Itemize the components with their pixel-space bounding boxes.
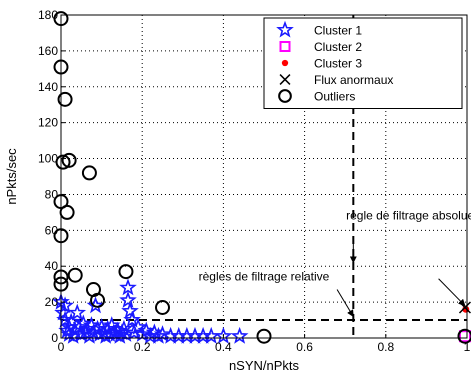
outlier-point <box>81 165 97 181</box>
legend-label: Cluster 2 <box>314 40 362 54</box>
y-tick-label: 160 <box>38 44 58 58</box>
legend-marker-stroke <box>279 74 291 85</box>
legend-marker <box>278 89 292 103</box>
data-point <box>153 325 172 342</box>
data-point <box>86 296 105 314</box>
legend-box <box>263 17 463 109</box>
legend-marker <box>281 59 289 67</box>
annotation-label: règle de filtrage absolue <box>346 209 471 223</box>
legend-label: Flux anormaux <box>314 73 393 87</box>
plot-frame <box>60 14 468 339</box>
y-tick-label: 20 <box>45 295 59 309</box>
legend-label: Cluster 3 <box>314 57 362 71</box>
outlier-point <box>457 328 471 344</box>
data-point <box>68 303 87 321</box>
legend-marker <box>279 74 291 85</box>
tick-labels: 0 0.2 0.4 0.6 0.8 1 0 20 40 60 80 100 120 140 160 180 <box>38 8 471 354</box>
x-tick-label: 0.2 <box>134 340 151 354</box>
annotations: règle de filtrage absolue règles de filtr… <box>199 209 471 318</box>
series-cluster-2 <box>458 330 471 343</box>
data-point <box>56 296 74 314</box>
annotation-arrow <box>438 278 466 307</box>
legend: Cluster 1 Cluster 2 Cluster 3 Flux anormaux… <box>263 17 463 109</box>
outlier-point <box>155 299 170 315</box>
y-tick-label: 60 <box>45 223 59 237</box>
data-point <box>117 325 135 342</box>
outlier-point <box>59 204 75 220</box>
y-tick-label: 80 <box>45 187 59 201</box>
y-axis-label: nPkts/sec <box>4 148 19 205</box>
outlier-point <box>67 267 83 283</box>
y-tick-label: 180 <box>38 8 58 22</box>
outlier-point <box>57 91 73 107</box>
outlier-point <box>55 154 71 170</box>
data-point-stroke <box>458 301 471 314</box>
x-tick-label: 1 <box>464 340 471 354</box>
data-point <box>119 291 137 308</box>
y-tick-label: 40 <box>45 259 59 273</box>
x-axis-label: nSYN/nPkts <box>229 358 300 373</box>
x-tick-label: 0 <box>58 340 65 354</box>
legend-label: Cluster 1 <box>314 24 362 38</box>
legend-marker <box>276 20 294 38</box>
data-point <box>214 326 233 344</box>
data-point <box>123 310 141 328</box>
y-tick-label: 120 <box>38 116 58 130</box>
data-point <box>230 326 249 344</box>
y-tick-label: 100 <box>38 152 58 166</box>
outlier-point <box>256 328 272 344</box>
y-tick-label: 140 <box>38 80 58 94</box>
legend-label: Outliers <box>314 90 355 104</box>
annotation-label: règles de filtrage relative <box>199 270 330 284</box>
y-tick-label: 0 <box>51 331 58 345</box>
data-point <box>458 330 471 343</box>
x-tick-label: 0.4 <box>215 340 232 354</box>
legend-marker <box>279 41 291 52</box>
x-tick-label: 0.8 <box>377 340 394 354</box>
outlier-point <box>118 264 134 280</box>
series-cluster-1 <box>52 278 249 344</box>
data-point <box>129 317 147 335</box>
outlier-point <box>61 152 77 168</box>
data-point <box>121 301 139 319</box>
data-point <box>119 278 137 296</box>
outlier-point <box>90 292 106 308</box>
x-tick-label: 0.6 <box>296 340 313 354</box>
annotation-arrow <box>336 289 354 318</box>
